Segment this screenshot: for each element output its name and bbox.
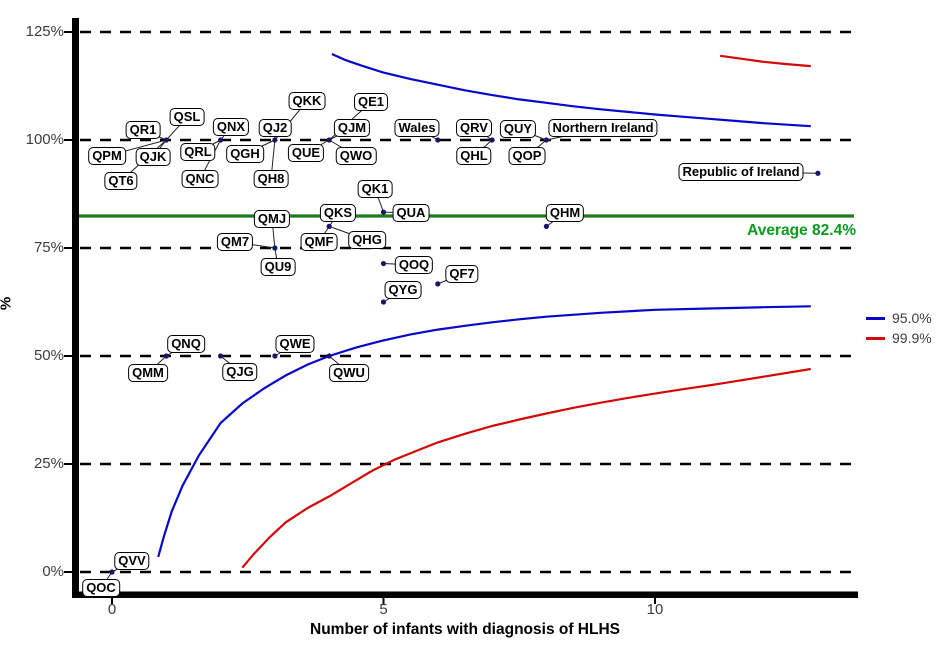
curve-99-9-upper-limit bbox=[720, 54, 811, 68]
data-point-n8 bbox=[543, 137, 550, 143]
point-label-qop: QOP bbox=[508, 147, 546, 165]
data-point-n6 bbox=[435, 281, 441, 287]
point-label-qnq: QNQ bbox=[167, 335, 205, 353]
data-point-n5 bbox=[380, 260, 387, 267]
data-point-n7 bbox=[489, 137, 495, 143]
legend-dash-999-icon bbox=[866, 336, 885, 340]
y-tick-label-125: 125% bbox=[25, 23, 64, 40]
data-point-n6 bbox=[435, 137, 441, 143]
point-label-qhm: QHM bbox=[545, 204, 585, 222]
y-tick-label-75: 75% bbox=[33, 239, 64, 256]
point-label-qvv: QVV bbox=[114, 552, 150, 570]
point-label-qoc: QOC bbox=[82, 579, 120, 597]
point-label-qoq: QOQ bbox=[394, 256, 434, 274]
data-point-n13 bbox=[815, 170, 821, 176]
point-label-qjk: QJK bbox=[135, 148, 171, 166]
point-label-republic-of-ireland: Republic of Ireland bbox=[678, 163, 804, 181]
point-label-qmm: QMM bbox=[128, 364, 168, 382]
data-point-n4 bbox=[326, 353, 332, 359]
point-label-quy: QUY bbox=[499, 120, 537, 138]
y-tick-label-50: 50% bbox=[33, 347, 64, 364]
data-point-n1 bbox=[163, 137, 169, 143]
point-label-qks: QKS bbox=[319, 204, 357, 222]
point-label-qj2: QJ2 bbox=[258, 119, 292, 137]
point-label-northern-ireland: Northern Ireland bbox=[548, 119, 658, 137]
point-label-qmj: QMJ bbox=[253, 210, 291, 228]
point-label-qf7: QF7 bbox=[445, 265, 479, 283]
data-point-n2 bbox=[218, 137, 224, 143]
curve-99-9-lower-limit bbox=[241, 367, 811, 569]
point-label-qr1: QR1 bbox=[125, 121, 161, 139]
point-label-qwu: QWU bbox=[329, 364, 369, 382]
point-label-qhl: QHL bbox=[456, 147, 492, 165]
point-label-wales: Wales bbox=[394, 119, 440, 137]
y-tick-label-100: 100% bbox=[25, 131, 64, 148]
point-label-qsl: QSL bbox=[169, 108, 205, 126]
data-point-n5 bbox=[380, 209, 387, 215]
x-axis-title: Number of infants with diagnosis of HLHS bbox=[310, 621, 620, 638]
data-point-n3 bbox=[272, 245, 278, 251]
data-point-n1 bbox=[163, 353, 169, 359]
point-label-qh8: QH8 bbox=[253, 170, 289, 188]
y-tick-label-25: 25% bbox=[33, 455, 64, 472]
data-point-n0 bbox=[109, 569, 115, 575]
x-tick-label-0: 0 bbox=[107, 601, 117, 618]
point-label-qkk: QKK bbox=[288, 92, 326, 110]
y-axis-spine bbox=[72, 18, 79, 598]
point-label-qpm: QPM bbox=[88, 147, 126, 165]
point-label-qnc: QNC bbox=[181, 170, 219, 188]
data-point-n8 bbox=[543, 223, 550, 229]
point-label-qe1: QE1 bbox=[353, 93, 389, 111]
point-label-qnx: QNX bbox=[212, 118, 250, 136]
legend-dash-95-icon bbox=[866, 316, 885, 320]
legend: 95.0% 99.9% bbox=[866, 308, 932, 348]
point-label-que: QUE bbox=[287, 144, 325, 162]
legend-item-95: 95.0% bbox=[866, 308, 932, 328]
curve-95-0-upper-limit bbox=[331, 52, 811, 128]
data-point-n4 bbox=[326, 223, 332, 229]
point-label-qyg: QYG bbox=[384, 281, 422, 299]
point-label-qu9: QU9 bbox=[260, 258, 296, 276]
x-axis-spine bbox=[72, 591, 858, 598]
y-tick-label-0: 0% bbox=[42, 563, 64, 580]
x-tick-label-10: 10 bbox=[646, 601, 664, 618]
average-line-label: Average 82.4% bbox=[747, 222, 856, 239]
legend-label-999: 99.9% bbox=[892, 330, 932, 346]
point-label-qwe: QWE bbox=[275, 335, 315, 353]
point-label-qrv: QRV bbox=[456, 119, 492, 137]
data-point-n4 bbox=[326, 137, 332, 143]
data-point-n3 bbox=[272, 137, 278, 143]
legend-item-999: 99.9% bbox=[866, 328, 932, 348]
data-point-n3 bbox=[272, 353, 278, 359]
point-label-qjg: QJG bbox=[222, 363, 258, 381]
data-point-n2 bbox=[218, 353, 224, 359]
point-label-qhg: QHG bbox=[348, 231, 386, 249]
point-label-qm7: QM7 bbox=[216, 233, 254, 251]
point-label-qt6: QT6 bbox=[104, 172, 138, 190]
point-label-qjm: QJM bbox=[333, 119, 371, 137]
point-label-qwo: QWO bbox=[335, 147, 377, 165]
x-tick-label-5: 5 bbox=[379, 601, 388, 618]
point-label-qrl: QRL bbox=[180, 143, 216, 161]
point-label-qua: QUA bbox=[392, 204, 430, 222]
data-point-n5 bbox=[380, 299, 387, 305]
point-label-qmf: QMF bbox=[300, 233, 338, 251]
curve-95-0-lower-limit bbox=[157, 305, 811, 558]
y-axis-title: % bbox=[0, 284, 15, 324]
point-label-qk1: QK1 bbox=[357, 180, 393, 198]
legend-label-95: 95.0% bbox=[892, 310, 932, 326]
point-label-qgh: QGH bbox=[226, 145, 264, 163]
